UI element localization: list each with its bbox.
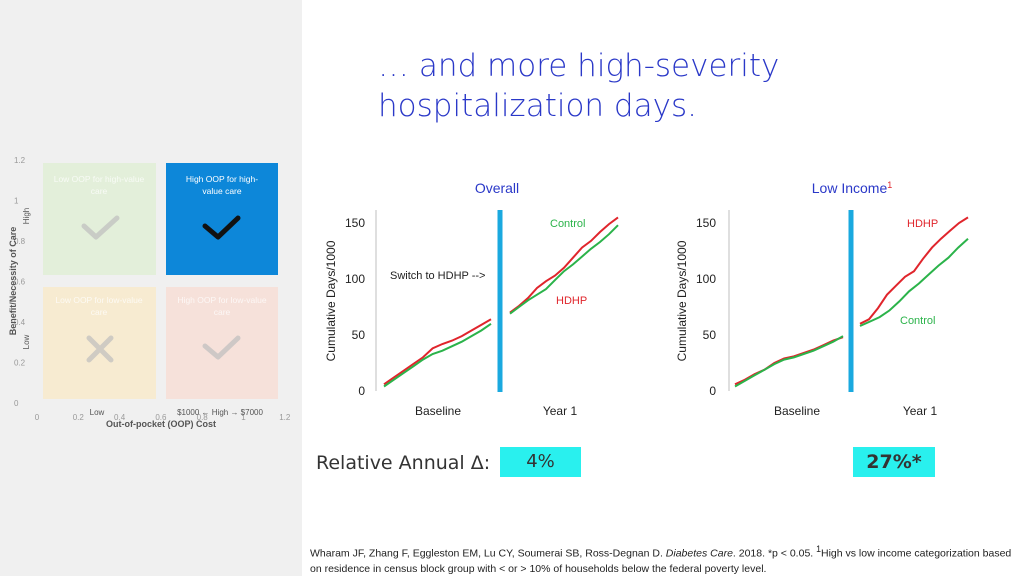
matrix-x-tick: 1	[241, 413, 246, 422]
chart-title-low-income: Low Income1	[812, 180, 893, 196]
period-label-baseline: Baseline	[774, 404, 820, 418]
matrix-y-tick: 0	[14, 399, 19, 408]
hospitalization-charts: Overall Low Income1 Cumulative Days/1000…	[324, 180, 969, 418]
matrix-x-tick: 0	[35, 413, 40, 422]
cell-text: care	[91, 186, 108, 196]
switch-annotation: Switch to HDHP -->	[390, 270, 485, 282]
cell-text: Low OOP for low-value	[55, 295, 143, 305]
matrix-cell-low-oop-high-value	[43, 163, 156, 275]
matrix-cell-low-oop-low-value	[43, 287, 156, 399]
cell-text: care	[214, 307, 231, 317]
series-line-hdhp-year1	[509, 216, 619, 314]
chart-title-text: Low Income	[812, 180, 888, 196]
series-label-hdhp: HDHP	[556, 295, 587, 307]
chart-title-overall: Overall	[475, 180, 519, 196]
y-axis-label-overall: Cumulative Days/1000	[324, 240, 338, 361]
matrix-x-tick: 0.8	[197, 413, 209, 422]
y-tick-label: 50	[703, 328, 717, 342]
series-line-control-baseline	[734, 335, 844, 388]
check-icon	[81, 215, 120, 240]
cell-text: High OOP for high-	[186, 174, 258, 184]
matrix-y-tick: 1.2	[14, 156, 26, 165]
period-label-year1: Year 1	[903, 404, 938, 418]
y-tick-label: 100	[696, 272, 716, 286]
y-axis-label-low-income: Cumulative Days/1000	[675, 240, 689, 361]
y-low-label: Low	[22, 334, 31, 349]
slide-title: … and more high-severity hospitalization…	[378, 46, 938, 126]
matrix-x-tick: 1.2	[279, 413, 291, 422]
series-line-hdhp-year1	[859, 216, 969, 325]
cell-text: care	[91, 307, 108, 317]
overall-delta-badge: 4%	[500, 447, 581, 477]
matrix-y-tick: 0.2	[14, 359, 26, 368]
matrix-cell-high-oop-high-value	[166, 163, 278, 275]
check-icon	[202, 215, 241, 240]
low-income-delta-badge: 27%*	[853, 447, 935, 477]
sidebar-panel: 0 0.2 0.4 0.6 0.8 1 1.2 0 0.2 0.4 0.6 0.8 1 1.2 Low O…	[0, 0, 302, 576]
y-tick-label: 0	[358, 384, 365, 398]
x-high-label: $1000 ← High → $7000	[177, 408, 263, 417]
series-line-control-baseline	[383, 322, 492, 388]
cell-text: Low OOP for high-value	[54, 174, 145, 184]
y-axis-label: Benefit/Necessity of Care	[8, 227, 18, 336]
y-tick-label: 50	[352, 328, 366, 342]
relative-annual-label: Relative Annual Δ:	[316, 452, 491, 474]
matrix-y-tick: 0.8	[14, 237, 26, 246]
x-low-label: Low	[90, 408, 105, 417]
matrix-x-tick: 0.6	[155, 413, 167, 422]
citation-text: . 2018. *p < 0.05.	[732, 547, 817, 560]
y-high-label: High	[22, 208, 31, 224]
y-tick-label: 150	[345, 216, 365, 230]
y-tick-label: 100	[345, 272, 365, 286]
citation-text: High vs low income categorization based …	[310, 547, 1012, 575]
series-line-control-year1	[509, 224, 619, 315]
matrix-y-tick: 1	[14, 197, 19, 206]
series-label-hdhp: HDHP	[907, 218, 938, 230]
title-line: hospitalization days.	[378, 88, 697, 124]
citation-journal: Diabetes Care	[665, 547, 733, 560]
x-axis-label: Out-of-pocket (OOP) Cost	[106, 419, 216, 429]
care-matrix-chart: 0 0.2 0.4 0.6 0.8 1 1.2 0 0.2 0.4 0.6 0.8 1 1.2 Low O…	[8, 156, 291, 429]
matrix-y-tick: 0.4	[14, 318, 26, 327]
series-label-control: Control	[550, 218, 585, 230]
series-line-control-year1	[859, 237, 969, 327]
series-label-control: Control	[900, 315, 935, 327]
x-icon	[86, 335, 114, 363]
matrix-x-tick: 0.4	[114, 413, 126, 422]
footnote-sup: 1	[816, 544, 821, 554]
footnote-sup: 1	[887, 180, 892, 190]
citation: Wharam JF, Zhang F, Eggleston EM, Lu CY,…	[310, 542, 1022, 577]
period-label-year1: Year 1	[543, 404, 578, 418]
period-label-baseline: Baseline	[415, 404, 461, 418]
citation-authors: Wharam JF, Zhang F, Eggleston EM, Lu CY,…	[310, 547, 666, 560]
matrix-cell-high-oop-low-value	[166, 287, 278, 399]
matrix-x-tick: 0.2	[73, 413, 85, 422]
series-line-hdhp-baseline	[383, 318, 492, 386]
matrix-y-tick: 0.6	[14, 278, 26, 287]
cell-text: High OOP for low-value	[177, 295, 266, 305]
title-line: … and more high-severity	[378, 48, 780, 84]
y-tick-label: 150	[696, 216, 716, 230]
y-tick-label: 0	[709, 384, 716, 398]
cell-text: value care	[202, 186, 241, 196]
check-icon	[202, 335, 241, 360]
